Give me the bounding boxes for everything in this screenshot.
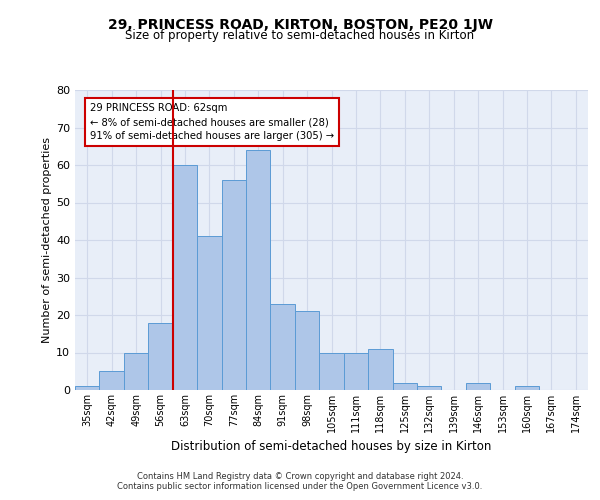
- Text: 29 PRINCESS ROAD: 62sqm
← 8% of semi-detached houses are smaller (28)
91% of sem: 29 PRINCESS ROAD: 62sqm ← 8% of semi-det…: [89, 103, 334, 141]
- Text: Size of property relative to semi-detached houses in Kirton: Size of property relative to semi-detach…: [125, 29, 475, 42]
- Text: Contains public sector information licensed under the Open Government Licence v3: Contains public sector information licen…: [118, 482, 482, 491]
- Text: 29, PRINCESS ROAD, KIRTON, BOSTON, PE20 1JW: 29, PRINCESS ROAD, KIRTON, BOSTON, PE20 …: [107, 18, 493, 32]
- Bar: [173, 165, 197, 390]
- Bar: [295, 311, 319, 390]
- Bar: [417, 386, 442, 390]
- Bar: [392, 382, 417, 390]
- Bar: [368, 349, 392, 390]
- Bar: [466, 382, 490, 390]
- Bar: [246, 150, 271, 390]
- Bar: [197, 236, 221, 390]
- Bar: [148, 322, 173, 390]
- Bar: [124, 352, 148, 390]
- Bar: [344, 352, 368, 390]
- X-axis label: Distribution of semi-detached houses by size in Kirton: Distribution of semi-detached houses by …: [172, 440, 491, 454]
- Bar: [75, 386, 100, 390]
- Bar: [319, 352, 344, 390]
- Bar: [515, 386, 539, 390]
- Bar: [271, 304, 295, 390]
- Text: Contains HM Land Registry data © Crown copyright and database right 2024.: Contains HM Land Registry data © Crown c…: [137, 472, 463, 481]
- Bar: [221, 180, 246, 390]
- Bar: [100, 371, 124, 390]
- Y-axis label: Number of semi-detached properties: Number of semi-detached properties: [42, 137, 52, 343]
